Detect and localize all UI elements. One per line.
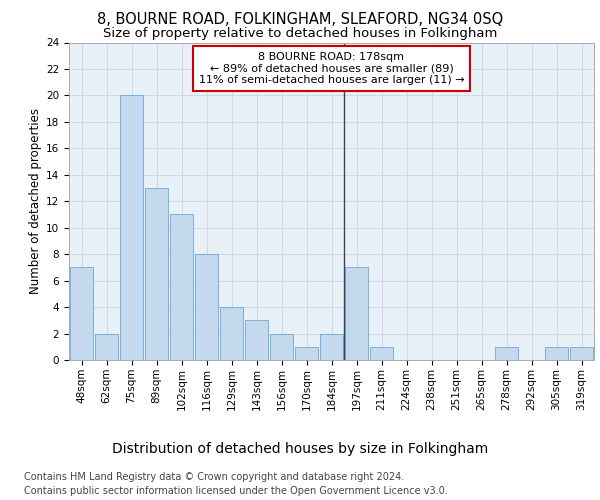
Bar [320, 334, 343, 360]
Bar [344, 268, 368, 360]
Bar [370, 347, 394, 360]
Bar [494, 347, 518, 360]
Bar [545, 347, 568, 360]
Bar [170, 214, 193, 360]
Bar [220, 307, 244, 360]
Bar [245, 320, 268, 360]
Bar [70, 268, 94, 360]
Bar [95, 334, 118, 360]
Bar [295, 347, 319, 360]
Bar [569, 347, 593, 360]
Text: Distribution of detached houses by size in Folkingham: Distribution of detached houses by size … [112, 442, 488, 456]
Bar [269, 334, 293, 360]
Bar [194, 254, 218, 360]
Text: 8 BOURNE ROAD: 178sqm
← 89% of detached houses are smaller (89)
11% of semi-deta: 8 BOURNE ROAD: 178sqm ← 89% of detached … [199, 52, 464, 85]
Text: Contains HM Land Registry data © Crown copyright and database right 2024.: Contains HM Land Registry data © Crown c… [24, 472, 404, 482]
Bar [145, 188, 169, 360]
Y-axis label: Number of detached properties: Number of detached properties [29, 108, 42, 294]
Text: Size of property relative to detached houses in Folkingham: Size of property relative to detached ho… [103, 28, 497, 40]
Bar [119, 96, 143, 360]
Text: Contains public sector information licensed under the Open Government Licence v3: Contains public sector information licen… [24, 486, 448, 496]
Text: 8, BOURNE ROAD, FOLKINGHAM, SLEAFORD, NG34 0SQ: 8, BOURNE ROAD, FOLKINGHAM, SLEAFORD, NG… [97, 12, 503, 28]
